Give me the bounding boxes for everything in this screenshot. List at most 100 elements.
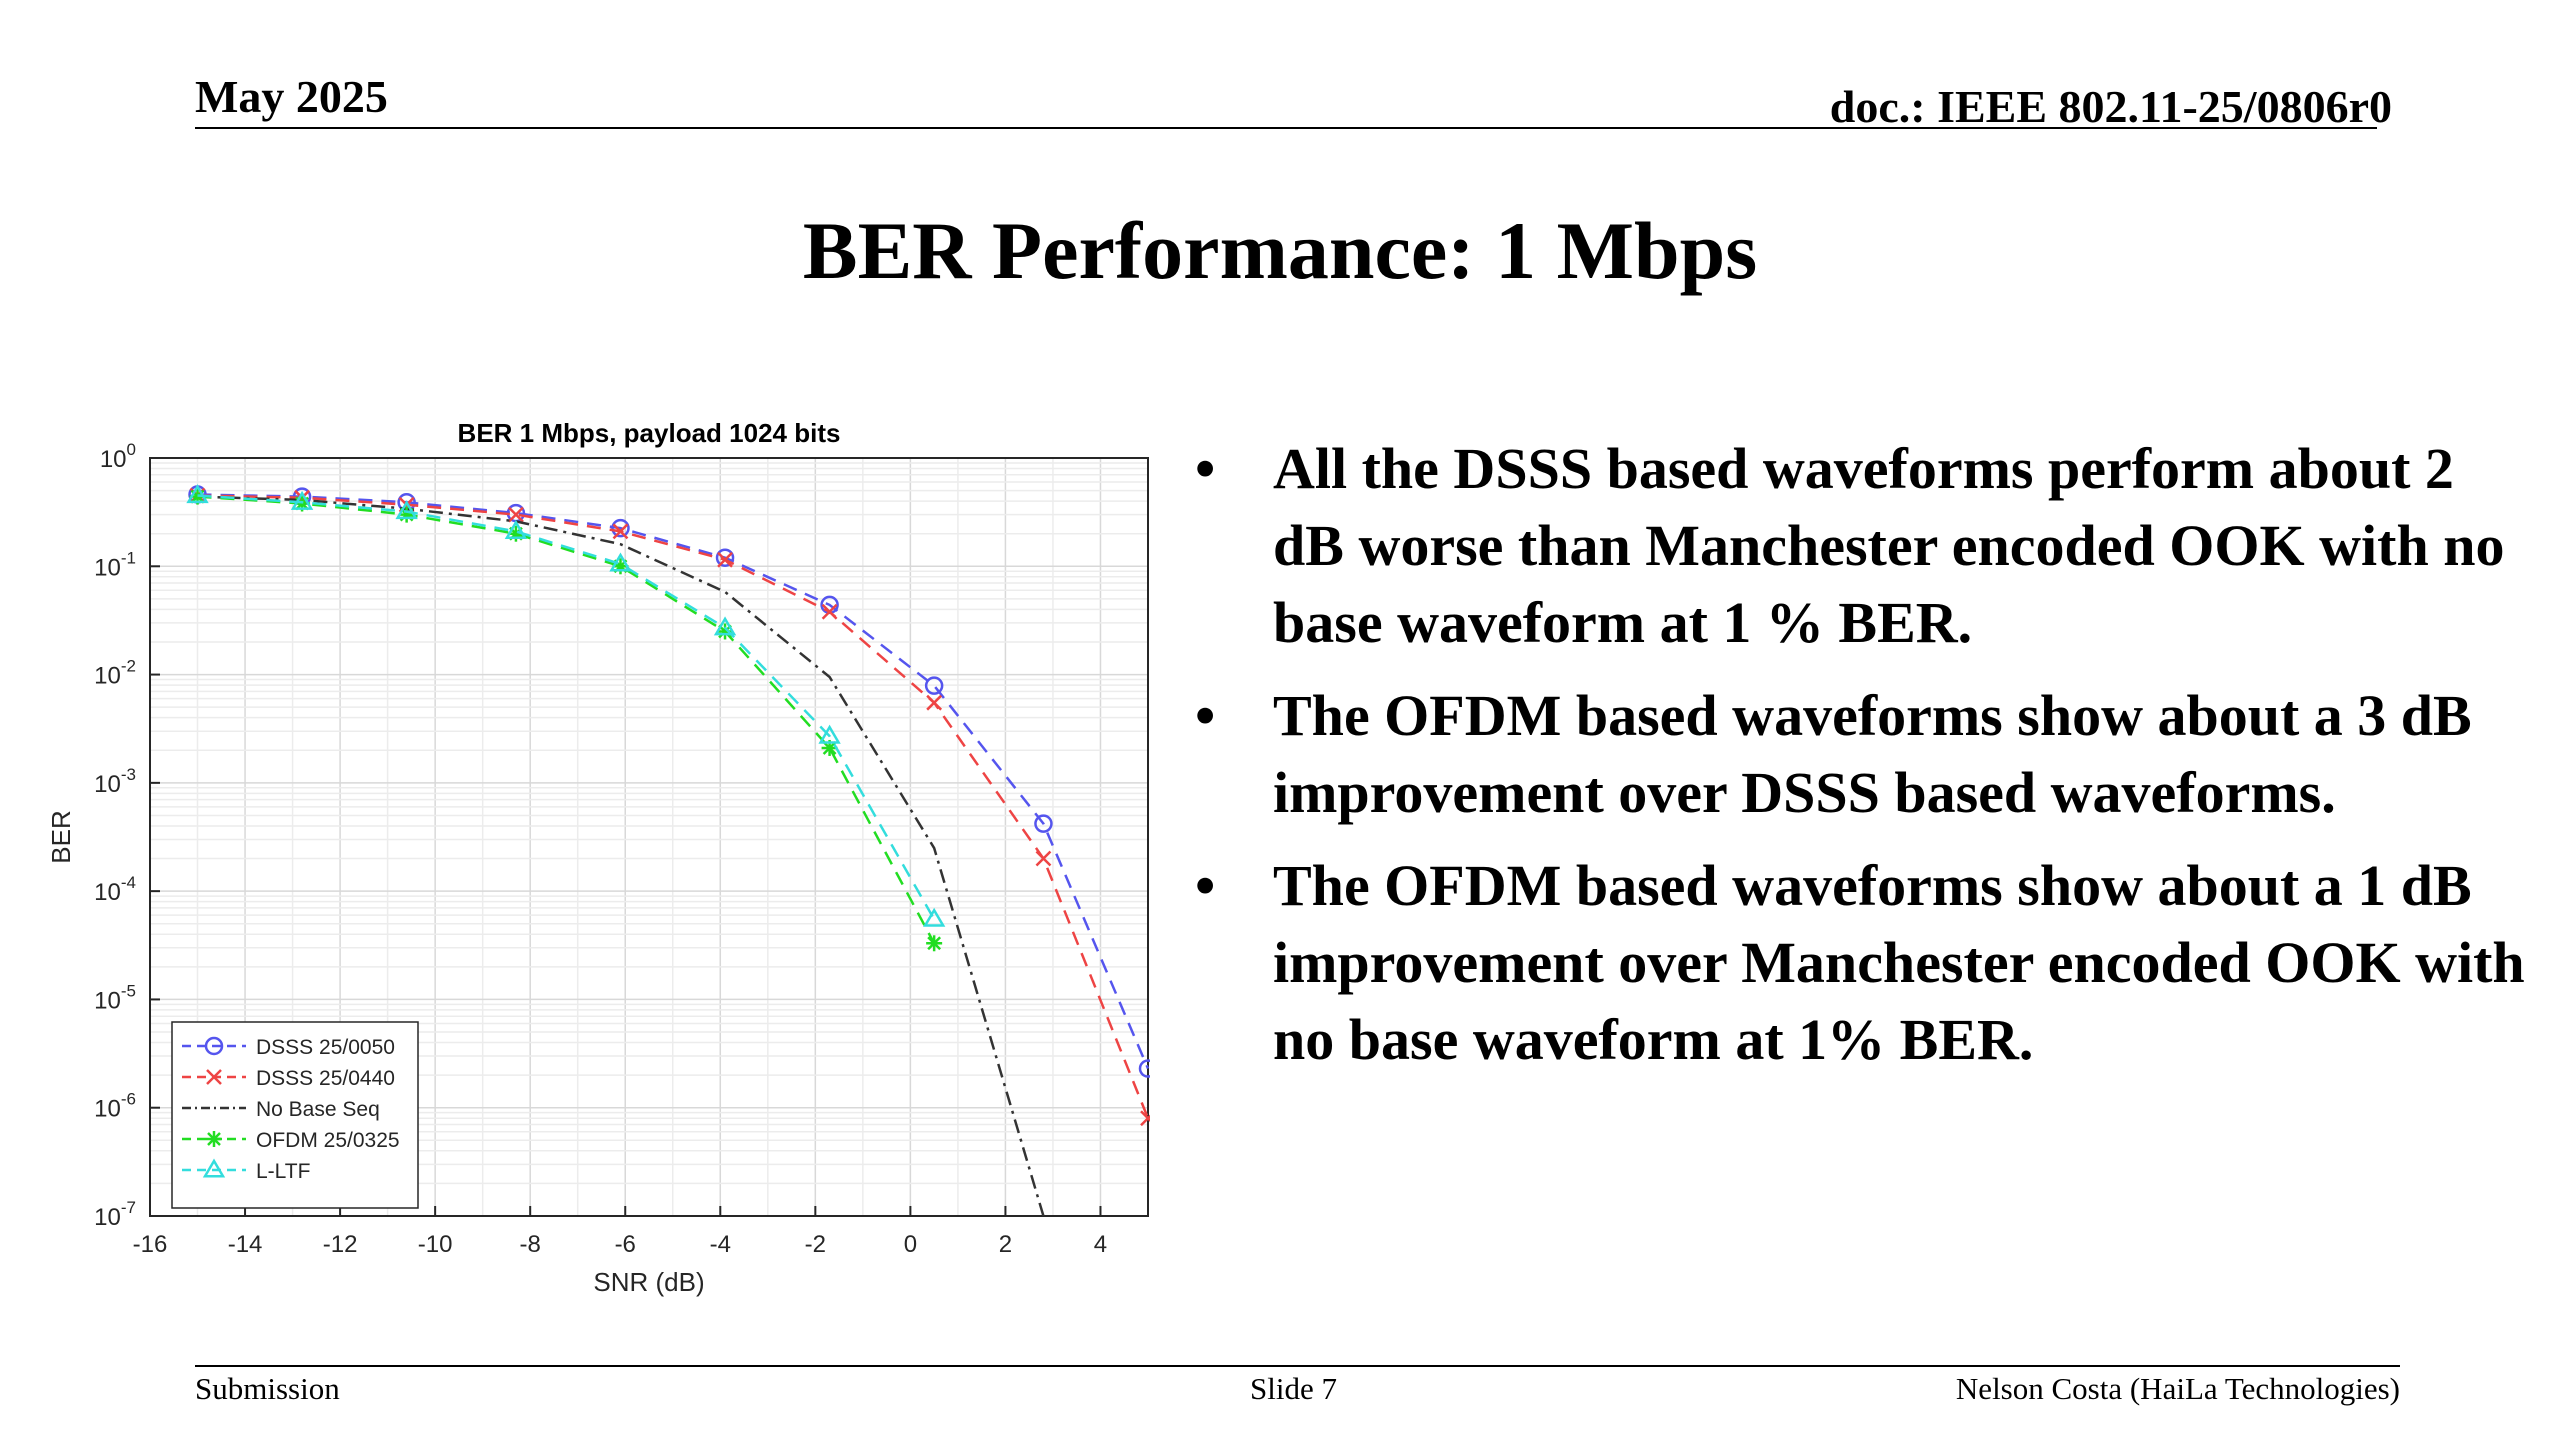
bullet-dot: • [1195,853,1216,918]
y-tick-label: 10-1 [94,548,136,581]
data-point [290,490,314,510]
bullet-item: • All the DSSS based waveforms perform ab… [1195,430,2535,661]
data-point [508,506,524,523]
marker-stroke [926,694,943,711]
data-point [611,518,630,538]
marker-stroke [612,523,629,540]
bullet-text: The OFDM based waveforms show about a 3 … [1273,683,2472,825]
legend-label: L-LTF [256,1160,310,1183]
marker-stroke [821,603,838,620]
data-point [609,552,632,572]
plot-frame [149,457,1149,1217]
legend-label: DSSS 25/0050 [256,1036,395,1059]
legend-marker [206,1069,222,1085]
marker-stroke [1035,850,1052,867]
y-tick-label: 10-6 [94,1090,136,1123]
data-point [715,548,735,567]
legend-marker [206,1131,222,1147]
legend: DSSS 25/0050 DSSS 25/0440 No Base Seq OFDM … [171,1021,419,1209]
bullet-dot: • [1195,683,1216,748]
grid [149,458,1149,1217]
data-point [821,603,838,620]
data-point [1034,814,1053,833]
x-tick-label: -6 [615,1231,636,1258]
x-tick-label: 4 [1094,1231,1107,1258]
y-axis-label: BER [46,810,76,863]
footer-divider [195,1365,2400,1367]
header-doc-id: doc.: IEEE 802.11-25/0806r0 [1829,81,2392,132]
marker-stroke [1140,1114,1150,1127]
legend-entry: OFDM 25/0325 [182,1129,400,1152]
bullet-list: • All the DSSS based waveforms perform ab… [1195,430,2535,1094]
x-tick-label: -4 [710,1231,731,1258]
legend-entry: DSSS 25/0440 [182,1067,395,1090]
data-point [717,623,734,640]
series-line [197,495,1045,1217]
series-line [197,494,936,920]
legend-marker [204,1036,224,1056]
bullet-dot: • [1195,436,1216,501]
data-point [713,616,737,636]
x-tick-label: -12 [323,1231,358,1258]
data-point [395,500,418,520]
data-point [1138,1059,1150,1078]
marker-stroke [206,1069,222,1085]
y-tick-label: 10-5 [94,981,136,1014]
series-l-ltf [186,484,946,927]
bullet-text: All the DSSS based waveforms perform abo… [1273,436,2505,655]
legend-entry: No Base Seq [182,1098,380,1121]
data-point [926,935,943,952]
marker-stroke [927,936,942,951]
y-tick-label: 10-3 [94,765,136,798]
legend-label: DSSS 25/0440 [256,1067,395,1090]
data-point [398,506,415,523]
data-point [612,523,629,540]
data-point [818,724,841,744]
bullet-item: • The OFDM based waveforms show about a 3… [1195,677,2535,831]
x-tick-label: -14 [228,1231,263,1258]
marker-stroke [822,741,837,755]
series-no-base-seq [197,495,1045,1217]
bullet-item: • The OFDM based waveforms show about a 1… [1195,847,2535,1078]
x-tick-label: -16 [133,1231,168,1258]
data-point [922,907,946,927]
slide-title: BER Performance: 1 Mbps [802,205,1758,296]
data-point [1035,850,1052,867]
data-point [1140,1110,1150,1127]
data-point [924,676,944,695]
y-tick-label: 10-4 [94,873,136,906]
footer-submission: Submission [195,1371,340,1406]
y-tick-label: 10-2 [94,657,136,690]
legend-label: No Base Seq [256,1098,380,1121]
data-point [504,519,528,539]
header-date: May 2025 [195,71,388,122]
x-tick-label: -2 [805,1231,826,1258]
x-tick-label: 2 [999,1231,1012,1258]
data-point [717,551,733,568]
x-axis: -16 -14 -12 -10 -8 -6 -4 -2 0 2 4 SNR (dB) [133,1206,1107,1297]
chart-title: BER 1 Mbps, payload 1024 bits [458,418,841,448]
legend-entry: L-LTF [182,1158,310,1183]
legend-label: OFDM 25/0325 [256,1129,400,1152]
x-axis-label: SNR (dB) [593,1267,704,1297]
header-divider [195,127,2377,129]
footer-author: Nelson Costa (HaiLa Technologies) [1955,1371,2400,1406]
data-point [926,694,943,711]
series-line [197,494,1150,1119]
bullet-text: The OFDM based waveforms show about a 1 … [1273,853,2525,1072]
data-point [186,484,209,504]
legend-entry: DSSS 25/0050 [182,1036,395,1059]
marker-stroke [717,551,733,568]
series-line [197,495,936,944]
y-tick-label: 10-7 [94,1198,136,1231]
legend-marker [202,1158,226,1178]
x-tick-label: 0 [904,1231,917,1258]
x-tick-label: -8 [520,1231,541,1258]
marker-stroke [207,1132,221,1146]
marker-stroke [508,506,524,523]
y-tick-label: 100 [100,440,136,473]
x-tick-label: -10 [418,1231,453,1258]
footer-slide-number: Slide 7 [1250,1371,1337,1406]
y-axis: 100 10-1 10-2 10-3 10-4 10-5 10-6 10-7 BER [46,440,160,1231]
